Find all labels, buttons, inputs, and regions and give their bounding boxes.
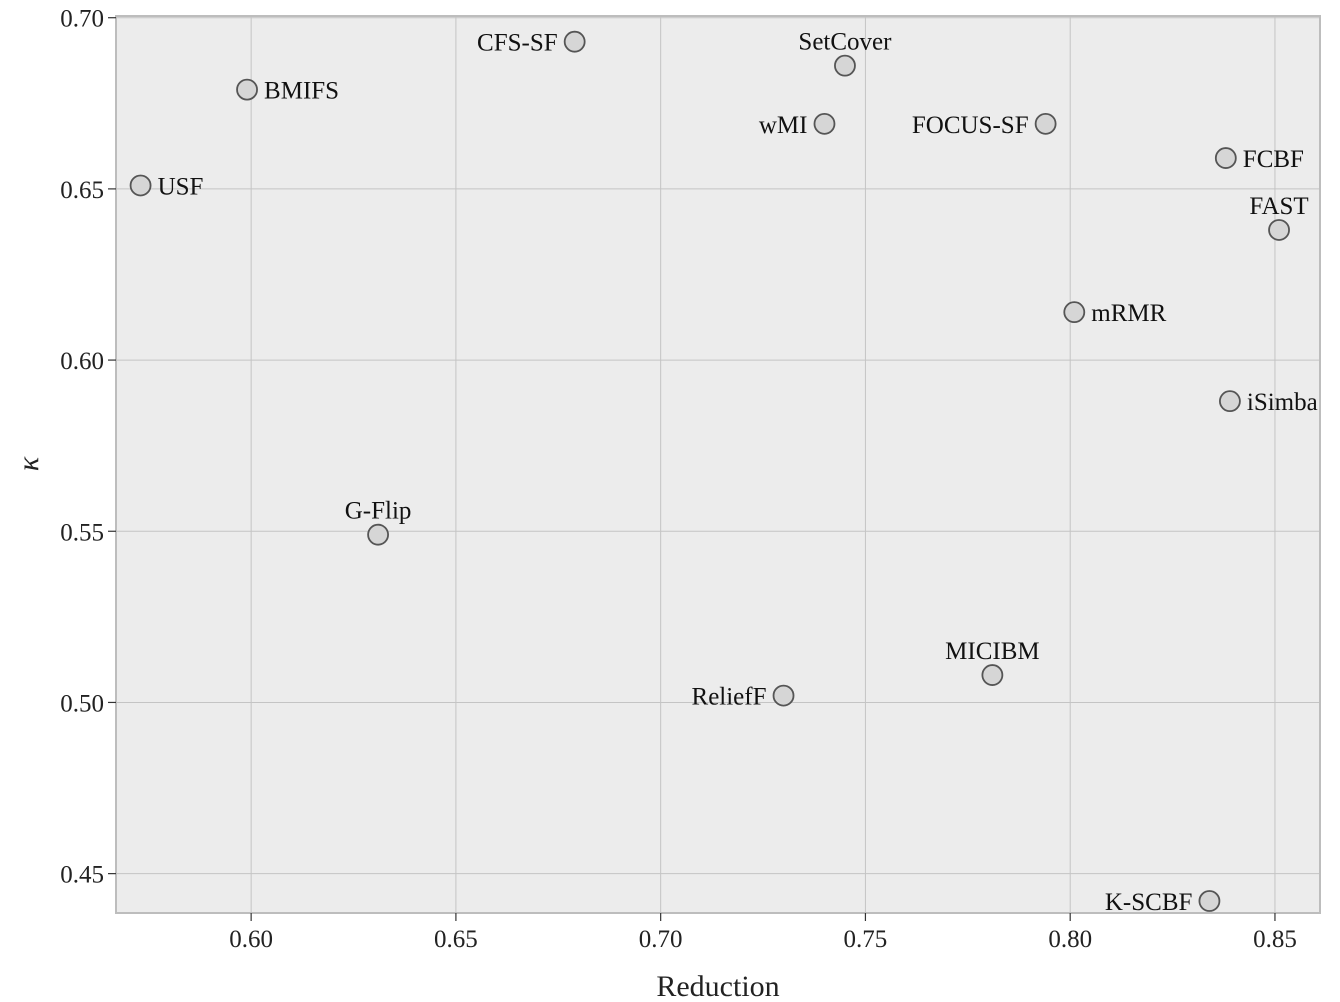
x-tick-label: 0.65 bbox=[434, 926, 478, 953]
point-label: USF bbox=[158, 173, 204, 200]
y-tick-label: 0.55 bbox=[60, 519, 104, 546]
point-label: iSimba bbox=[1247, 389, 1318, 416]
x-axis-label: Reduction bbox=[656, 970, 779, 1002]
y-tick-label: 0.70 bbox=[60, 6, 104, 33]
point-marker bbox=[1268, 219, 1290, 241]
y-tick-label: 0.65 bbox=[60, 177, 104, 204]
plot-area bbox=[116, 16, 1320, 913]
point-label: mRMR bbox=[1091, 300, 1166, 327]
point-label: SetCover bbox=[798, 29, 892, 56]
data-point: wMI bbox=[759, 112, 836, 139]
point-label: MICIBM bbox=[945, 638, 1039, 665]
y-tick-label: 0.45 bbox=[60, 862, 104, 889]
point-label: wMI bbox=[759, 112, 808, 139]
point-label: FOCUS-SF bbox=[912, 112, 1029, 139]
point-label: BMIFS bbox=[264, 78, 339, 105]
plot-frame bbox=[115, 15, 1321, 914]
point-marker bbox=[563, 30, 586, 53]
data-point: ReliefF bbox=[692, 684, 795, 711]
data-point: USF bbox=[129, 173, 204, 200]
data-point: SetCover bbox=[798, 29, 892, 77]
x-tick-label: 0.80 bbox=[1048, 926, 1092, 953]
y-tick-label: 0.50 bbox=[60, 690, 104, 717]
point-label: G-Flip bbox=[345, 498, 412, 525]
data-point: CFS-SF bbox=[477, 30, 586, 57]
x-tick-label: 0.60 bbox=[229, 926, 273, 953]
data-points: CFS-SF SetCover BMIFS wMI FOCUS-SF FCBF USF FAS… bbox=[129, 29, 1318, 916]
point-marker bbox=[367, 523, 389, 546]
data-point: FOCUS-SF bbox=[912, 112, 1057, 139]
data-point: FCBF bbox=[1214, 146, 1304, 173]
data-point: FAST bbox=[1249, 193, 1309, 241]
x-tick-label: 0.85 bbox=[1253, 926, 1297, 953]
point-label: FCBF bbox=[1243, 146, 1304, 173]
axis-ticks: 0.60 0.65 0.70 0.75 0.80 0.85 0.45 0.50 0.55 0.60… bbox=[60, 6, 1297, 953]
point-label: ReliefF bbox=[692, 684, 767, 711]
point-marker bbox=[1219, 390, 1241, 413]
grid bbox=[116, 16, 1320, 913]
point-marker bbox=[981, 664, 1004, 686]
data-point: MICIBM bbox=[945, 638, 1040, 686]
point-marker bbox=[236, 78, 258, 101]
point-marker bbox=[1198, 890, 1221, 912]
data-point: G-Flip bbox=[345, 498, 412, 546]
point-label: CFS-SF bbox=[477, 30, 558, 57]
x-tick-label: 0.70 bbox=[639, 926, 683, 953]
data-point: BMIFS bbox=[236, 78, 339, 105]
point-marker bbox=[1034, 112, 1057, 135]
point-marker bbox=[772, 684, 795, 707]
point-marker bbox=[813, 112, 836, 135]
x-tick-label: 0.75 bbox=[844, 926, 888, 953]
data-point: iSimba bbox=[1219, 389, 1318, 416]
data-point: mRMR bbox=[1063, 300, 1167, 327]
data-point: K-SCBF bbox=[1105, 889, 1221, 916]
point-marker bbox=[1214, 147, 1237, 169]
point-label: K-SCBF bbox=[1105, 889, 1193, 916]
y-axis-label: κ bbox=[12, 456, 45, 471]
point-marker bbox=[129, 174, 152, 197]
point-marker bbox=[834, 54, 856, 77]
point-marker bbox=[1063, 301, 1086, 324]
y-tick-label: 0.60 bbox=[60, 348, 104, 375]
point-label: FAST bbox=[1249, 193, 1308, 220]
